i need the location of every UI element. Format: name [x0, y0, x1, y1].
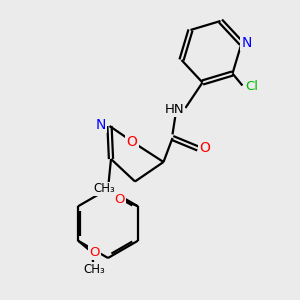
Text: HN: HN — [165, 103, 184, 116]
Text: Cl: Cl — [245, 80, 259, 94]
Text: N: N — [242, 36, 252, 50]
Text: O: O — [127, 135, 137, 149]
Text: N: N — [96, 118, 106, 132]
Text: CH₃: CH₃ — [84, 263, 106, 276]
Text: O: O — [115, 193, 125, 206]
Text: O: O — [89, 246, 100, 259]
Text: CH₃: CH₃ — [93, 182, 115, 196]
Text: O: O — [199, 142, 210, 155]
